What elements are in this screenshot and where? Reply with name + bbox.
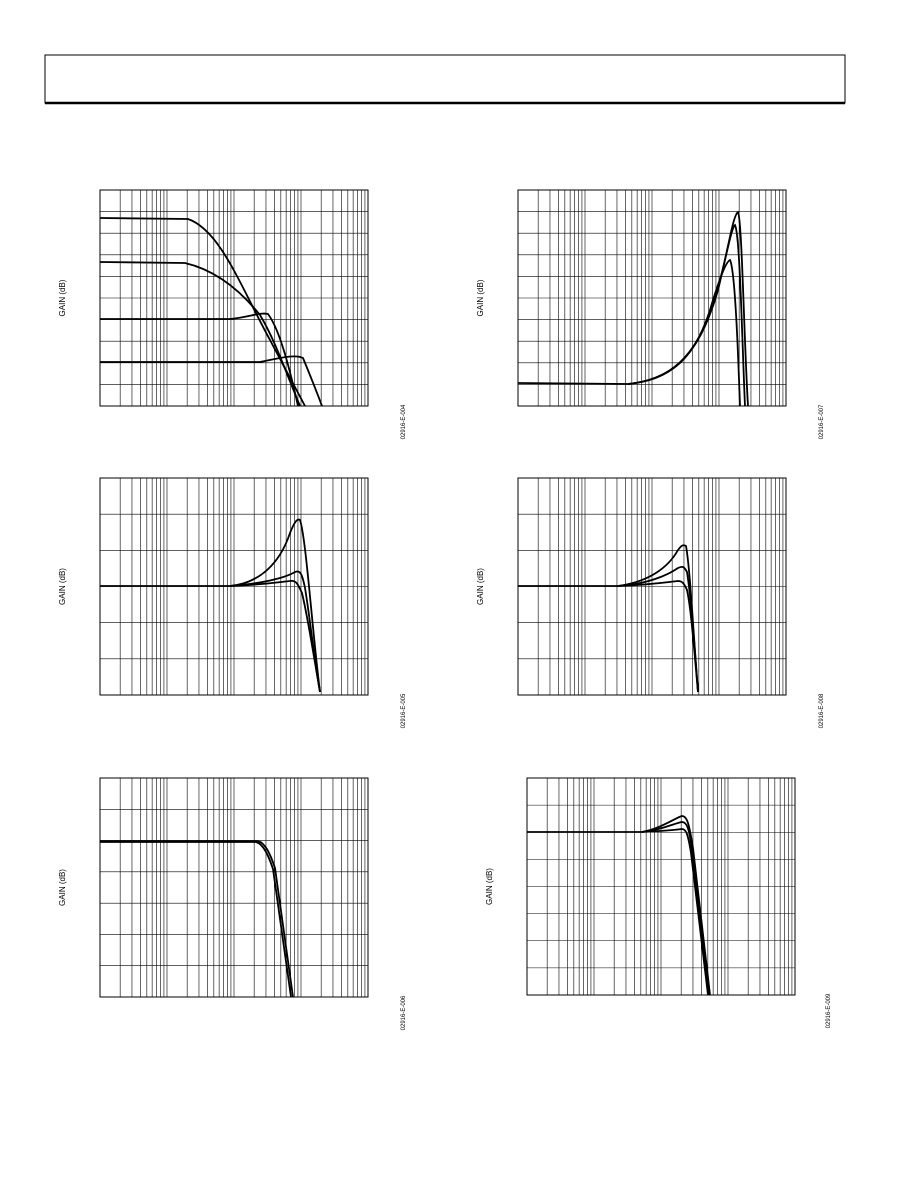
curve [527, 815, 711, 996]
curve [99, 261, 301, 407]
plot-frame [517, 477, 787, 696]
plot-frame [99, 477, 369, 696]
figure-code: 02916-E-006 [401, 995, 407, 1030]
curve [627, 258, 741, 407]
y-axis-label: GAIN (dB) [476, 568, 485, 605]
plot [517, 189, 787, 407]
y-axis-label: GAIN (dB) [58, 869, 67, 906]
curve [99, 217, 306, 407]
curve [100, 841, 292, 998]
curve [517, 210, 749, 407]
figure-code: 02916-E-004 [401, 404, 407, 439]
plot-frame [517, 189, 787, 407]
figure-code: 02916-E-009 [826, 993, 832, 1028]
curve [100, 355, 323, 407]
curve [100, 840, 294, 998]
plot [99, 477, 369, 696]
plot [517, 477, 787, 696]
plot [99, 189, 369, 407]
curve [617, 580, 699, 693]
plot-frame [99, 777, 369, 998]
curve [100, 312, 299, 407]
figure-code: 02916-E-008 [819, 693, 825, 728]
plot-frame [99, 189, 369, 407]
y-axis-label: GAIN (dB) [58, 279, 67, 316]
figure-code: 02916-E-007 [819, 404, 825, 439]
curve [229, 579, 321, 693]
curve [100, 518, 321, 693]
curve [518, 544, 699, 693]
y-axis-label: GAIN (dB) [485, 868, 494, 905]
y-axis-label: GAIN (dB) [476, 279, 485, 316]
plot [99, 777, 369, 998]
curve [641, 821, 710, 996]
header-box [44, 54, 846, 104]
curve [641, 828, 709, 996]
plot [526, 777, 796, 996]
curve [229, 570, 321, 693]
curve [617, 565, 699, 693]
figure-code: 02916-E-005 [401, 693, 407, 728]
plot-frame [526, 777, 796, 996]
y-axis-label: GAIN (dB) [58, 568, 67, 605]
